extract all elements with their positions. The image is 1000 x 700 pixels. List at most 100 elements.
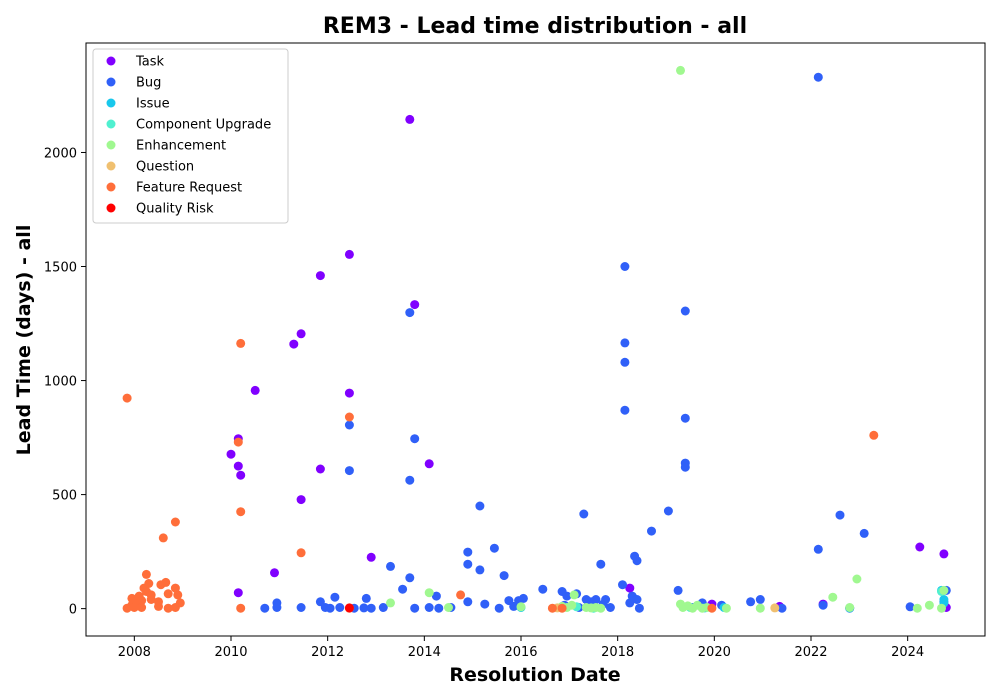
point-bug-0 xyxy=(405,308,415,318)
point-feature-request-27 xyxy=(236,338,246,348)
point-bug-62 xyxy=(634,603,644,613)
point-bug-60 xyxy=(632,556,642,566)
legend-label-task: Task xyxy=(135,55,165,70)
point-bug-18 xyxy=(378,603,388,612)
point-bug-39 xyxy=(518,593,528,603)
point-bug-50 xyxy=(601,595,611,604)
point-bug-2 xyxy=(405,475,415,485)
point-bug-80 xyxy=(905,602,915,612)
chart-title: REM3 - Lead time distribution - all xyxy=(323,14,747,39)
point-enhancement-12 xyxy=(596,603,606,613)
point-enhancement-4 xyxy=(516,602,526,612)
x-axis-label: Resolution Date xyxy=(449,664,620,686)
point-feature-request-35 xyxy=(557,603,567,613)
point-feature-request-34 xyxy=(547,603,557,613)
point-task-0 xyxy=(226,449,236,459)
point-bug-51 xyxy=(605,603,615,612)
point-feature-request-22 xyxy=(170,583,180,593)
point-feature-request-38 xyxy=(129,603,139,612)
point-bug-6 xyxy=(272,603,282,612)
y-axis-label: Lead Time (days) - all xyxy=(13,225,35,456)
point-bug-19 xyxy=(386,561,395,571)
point-feature-request-21 xyxy=(170,517,180,527)
point-enhancement-0 xyxy=(676,65,685,75)
point-feature-request-11 xyxy=(144,579,154,588)
point-bug-13 xyxy=(335,603,345,612)
point-bug-24 xyxy=(431,591,441,601)
point-bug-29 xyxy=(463,559,473,569)
point-task-7 xyxy=(289,339,299,349)
point-feature-request-39 xyxy=(137,603,147,612)
point-feature-request-20 xyxy=(163,603,173,613)
point-bug-78 xyxy=(835,510,845,520)
point-quality-risk-0 xyxy=(344,603,354,613)
point-bug-63 xyxy=(647,526,656,536)
point-bug-35 xyxy=(499,571,509,581)
legend-label-bug: Bug xyxy=(136,76,161,91)
point-feature-request-18 xyxy=(161,577,171,587)
point-feature-request-23 xyxy=(173,590,183,600)
point-feature-request-37 xyxy=(869,430,879,440)
series-feature-request xyxy=(122,338,879,613)
point-enhancement-27 xyxy=(937,603,946,613)
point-bug-27 xyxy=(463,597,473,607)
legend-box xyxy=(92,48,289,224)
point-task-18 xyxy=(625,583,635,593)
point-bug-48 xyxy=(596,559,606,569)
x-tick-label-1: 2010 xyxy=(214,645,247,660)
point-bug-1 xyxy=(410,434,420,444)
point-feature-request-29 xyxy=(236,603,246,613)
point-bug-77 xyxy=(818,600,828,610)
point-task-3 xyxy=(236,470,246,480)
point-bug-44 xyxy=(579,509,589,519)
point-bug-21 xyxy=(405,573,415,583)
y-tick-label-0: 0 xyxy=(69,603,77,618)
series-enhancement xyxy=(386,65,949,613)
point-bug-23 xyxy=(424,603,434,612)
point-task-6 xyxy=(270,568,279,578)
point-bug-17 xyxy=(366,603,376,613)
point-bug-22 xyxy=(410,603,420,613)
point-enhancement-7 xyxy=(567,600,577,610)
point-question-0 xyxy=(770,603,780,613)
legend-marker-feature-request xyxy=(106,182,116,192)
point-bug-61 xyxy=(632,595,642,604)
legend-marker-component-upgrade xyxy=(106,119,116,129)
point-feature-request-25 xyxy=(170,603,180,612)
point-bug-30 xyxy=(475,501,485,511)
point-task-5 xyxy=(250,385,260,395)
point-enhancement-25 xyxy=(912,603,922,613)
legend-marker-issue xyxy=(106,98,116,108)
point-bug-7 xyxy=(260,603,270,613)
point-enhancement-22 xyxy=(828,592,838,602)
point-bug-55 xyxy=(620,357,630,367)
point-enhancement-3 xyxy=(444,603,453,612)
legend-marker-bug xyxy=(106,77,116,87)
point-task-15 xyxy=(405,114,415,124)
point-bug-8 xyxy=(296,603,306,612)
y-tick-label-3: 1500 xyxy=(44,261,77,276)
legend-marker-question xyxy=(106,161,116,171)
point-bug-31 xyxy=(475,565,485,575)
point-bug-40 xyxy=(538,584,548,594)
point-bug-57 xyxy=(625,598,635,608)
point-feature-request-0 xyxy=(122,393,132,403)
plot-area-frame xyxy=(85,42,986,637)
point-enhancement-24 xyxy=(852,574,862,584)
point-bug-64 xyxy=(663,506,673,516)
plot-points xyxy=(122,65,951,613)
point-task-14 xyxy=(366,552,376,562)
point-bug-56 xyxy=(620,405,630,415)
point-bug-12 xyxy=(330,592,340,602)
point-bug-34 xyxy=(494,603,504,613)
point-task-2 xyxy=(233,461,243,471)
point-feature-request-31 xyxy=(344,412,354,422)
point-bug-75 xyxy=(813,72,823,82)
point-bug-32 xyxy=(480,599,490,609)
legend-marker-task xyxy=(106,56,116,66)
point-enhancement-20 xyxy=(721,603,731,613)
point-feature-request-13 xyxy=(146,595,156,604)
point-bug-65 xyxy=(673,585,683,595)
point-task-4 xyxy=(233,588,243,598)
point-task-11 xyxy=(315,464,325,474)
